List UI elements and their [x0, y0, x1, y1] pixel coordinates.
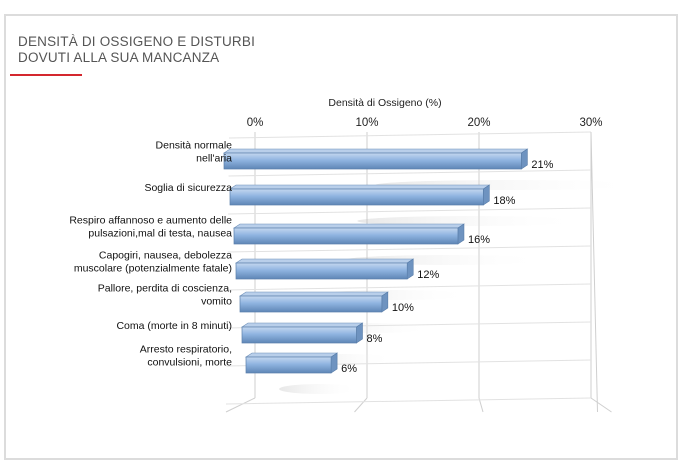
- chart-card-title: DENSITÀ DI OSSIGENO E DISTURBI DOVUTI AL…: [18, 34, 318, 66]
- bar-value-label-3: 12%: [417, 269, 439, 281]
- bar-value-label-6: 6%: [341, 363, 357, 375]
- bar-shadow-6: [279, 384, 360, 394]
- title-line-2: DOVUTI ALLA SUA MANCANZA: [18, 50, 220, 65]
- category-label-0-1: nell'aria: [196, 153, 232, 165]
- bar-shadow-1: [357, 216, 586, 226]
- gridline-row-2: [228, 207, 592, 215]
- bar-top-3: [235, 258, 415, 264]
- category-label-0-0: Densità normale: [156, 140, 233, 152]
- gridline-row-7: [225, 397, 592, 405]
- category-label-2-0: Respiro affannoso e aumento delle: [69, 215, 232, 227]
- bar-value-label-1: 18%: [493, 195, 515, 207]
- chart-right-edge: [590, 131, 598, 413]
- bar-value-label-5: 8%: [366, 333, 382, 345]
- category-label-2-1: pulsazioni,mal di testa, nausea: [88, 228, 232, 240]
- gridline-row-3: [227, 245, 592, 253]
- category-label-6-0: Arresto respiratorio,: [140, 344, 232, 356]
- bar-value-label-0: 21%: [531, 159, 553, 171]
- gridline-floor-30: [590, 397, 612, 413]
- gridline-row-4: [227, 283, 592, 291]
- bar-top-6: [245, 352, 339, 358]
- x-tick-label-30: 30%: [579, 117, 602, 129]
- bar-top-1: [229, 184, 491, 190]
- title-line-1: DENSITÀ DI OSSIGENO E DISTURBI: [18, 34, 256, 49]
- bar-top-5: [241, 322, 364, 328]
- gridline-row-0: [228, 131, 592, 139]
- gridline-floor-10: [354, 397, 368, 413]
- category-label-4-0: Pallore, perdita di coscienza,: [98, 283, 232, 295]
- gridline-row-1: [228, 169, 592, 177]
- bar-value-label-4: 10%: [392, 302, 414, 314]
- x-axis-title: Densità di Ossigeno (%): [328, 97, 441, 109]
- x-tick-label-0: 0%: [247, 117, 264, 129]
- bar-4: [239, 295, 383, 313]
- gridline-floor-0: [225, 397, 256, 413]
- title-underline-accent: [10, 74, 82, 76]
- category-label-3-1: muscolare (potenzialmente fatale): [74, 263, 232, 275]
- x-tick-label-10: 10%: [355, 117, 378, 129]
- category-label-6-1: convulsioni, morte: [147, 357, 232, 369]
- category-label-5-0: Coma (morte in 8 minuti): [116, 320, 232, 332]
- bar-top-4: [239, 291, 389, 297]
- category-label-4-1: vomito: [201, 296, 232, 308]
- bar-6: [245, 356, 332, 374]
- bar-value-label-2: 16%: [468, 234, 490, 246]
- bar-3: [235, 262, 408, 280]
- bar-0: [223, 152, 522, 170]
- bar-top-0: [223, 148, 529, 154]
- category-label-3-0: Capogiri, nausea, debolezza: [99, 250, 232, 262]
- gridline-floor-20: [478, 397, 484, 413]
- x-tick-label-20: 20%: [467, 117, 490, 129]
- bar-1: [229, 188, 484, 206]
- bar-2: [233, 227, 459, 245]
- category-label-1-0: Soglia di sicurezza: [144, 182, 232, 194]
- bar-top-2: [233, 223, 465, 229]
- bar-5: [241, 326, 357, 344]
